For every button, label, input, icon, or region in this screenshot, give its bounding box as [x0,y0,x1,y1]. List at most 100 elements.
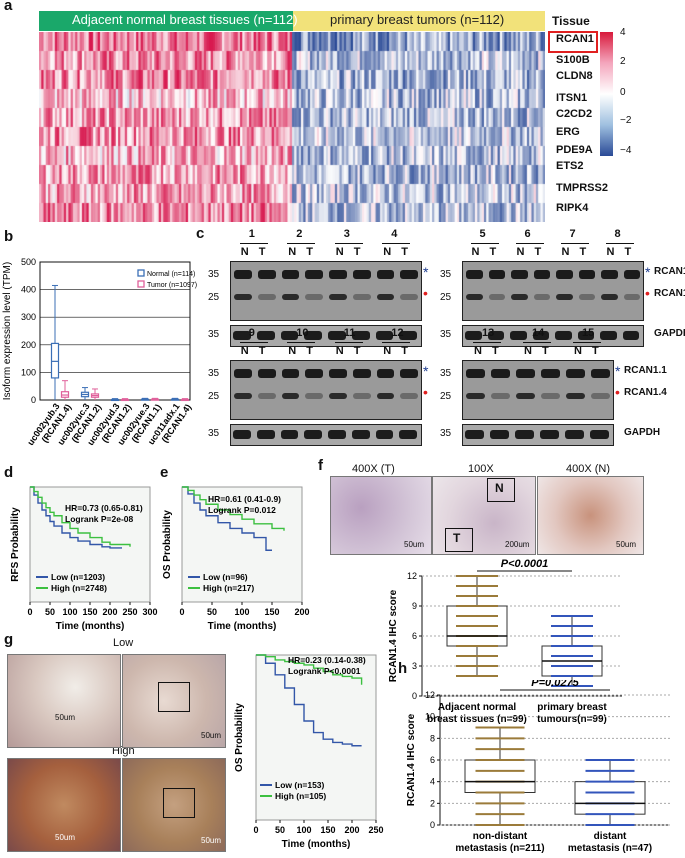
panel-label-e: e [160,464,169,481]
blot-band-rcan14 [511,294,528,300]
blot-label-rcan14: RCAN1.4 [624,387,667,398]
f-category-label-line: tumours(n=99) [537,714,607,725]
blot-band-rcan11 [257,270,276,279]
blot-sample-number: 4 [391,228,398,240]
rcan1-highlight-box [548,31,598,53]
ihc-scale-1: 50um [404,540,425,549]
group-bar-normal [39,11,293,31]
blot-mw-35: 35 [208,368,220,379]
blot-mw-25: 25 [440,391,452,402]
blot-band-gapdh [622,331,639,340]
g-xtick-label: 200 [344,825,359,835]
h-ytick-label: 10 [425,712,435,722]
blot-band-gapdh [328,430,346,439]
ihc-image-400x-tumor [330,476,432,555]
blot-bottom-right-gapdh-blot [462,424,614,446]
blot-sample-underline [605,243,634,244]
blot-lane-t: T [258,246,266,258]
f-pvalue: P<0.0001 [501,558,548,570]
blot-band-rcan11 [578,270,595,279]
blot-mw-25: 25 [208,292,220,303]
e-legend-label: High (n=217) [203,583,254,593]
gene-label-erg: ERG [556,126,580,138]
d-xtick-label: 100 [62,607,77,617]
blot-sample-underline [560,243,589,244]
blot-band-gapdh [280,331,299,340]
blot-band-rcan14 [488,294,505,300]
blot-band-gapdh [515,430,534,439]
colorbar-tick-4: −4 [620,145,632,156]
d-annotation-line: Logrank P=2e-08 [65,514,134,524]
f-ytick-label: 9 [412,601,417,611]
blot-band-rcan11 [400,270,418,279]
b-ytick-label: 300 [21,312,36,322]
blot-lane-t: T [592,345,599,357]
ihc-label-400x-n: 400X (N) [566,463,611,475]
blot-band-rcan14 [491,393,510,399]
blot-mw-35: 35 [208,269,220,280]
g-series-line-1 [256,654,363,685]
blot-top-right-gapdh-blot [462,325,644,347]
e-xtick-label: 200 [294,607,309,617]
blot-band-gapdh [351,331,370,340]
blot-band-rcan11 [234,270,252,279]
blot-band-rcan11 [591,369,610,378]
panel-label-c: c [196,225,205,242]
blot-band-gapdh [280,430,299,439]
blot-band-gapdh [351,430,370,439]
gene-label-ripk4: RIPK4 [556,202,589,214]
g-plot-frame [255,654,377,821]
blot-lane-n: N [240,345,249,357]
b-legend-swatch [137,280,145,288]
panel-label-g: g [4,631,14,648]
f-ylabel: RCAN1.4 IHC score [388,589,399,682]
group-label-normal: Adjacent normal breast tissues (n=112) [72,12,298,27]
blot-bottom-left-main-blot [230,360,422,420]
panel-label-h: h [398,660,408,677]
blot-band-gapdh [304,331,322,340]
d-xtick-label: 300 [142,607,157,617]
blot-band-gapdh [577,331,594,340]
h-ytick-label: 0 [430,820,435,830]
blot-band-rcan11 [305,270,323,279]
blot-band-rcan11 [488,270,505,279]
blot-lane-n: N [471,246,480,258]
blot-label-rcan11: RCAN1.1 [624,365,667,376]
blot-top-right-main-blot [462,261,644,321]
d-series-line-0 [30,486,122,549]
ihc-inset-label-n: N [495,481,504,495]
blot-lane-n: N [606,246,615,258]
blot-band-rcan14 [556,294,573,300]
rfs-km-plot: Low (n=1203)High (n=2748) HR=0.73 (0.65-0… [10,486,158,632]
blot-band-rcan11 [329,270,347,279]
g-xtick-label: 250 [368,825,383,835]
panel-label-d: d [4,464,14,481]
blot-band-rcan14 [329,393,347,399]
e-annotation-line: Logrank P=0.012 [208,505,276,515]
blot-band-gapdh [510,331,527,340]
blot-sample-underline [382,342,411,343]
blot-mw-35-gapdh: 35 [440,428,452,439]
blot-lane-n: N [516,246,525,258]
panel-label-a: a [4,0,13,14]
b-ytick-label: 200 [21,340,36,350]
e-xtick-label: 50 [207,607,217,617]
d-annotation-line: HR=0.73 (0.65-0.81) [65,503,143,513]
panel-label-f: f [318,457,323,474]
g-series-line-0 [256,654,362,747]
ihc-low-scale-2: 50um [201,731,222,740]
blot-dot: • [645,285,650,301]
blot-sample-number: 10 [296,327,309,339]
blot-sample-number: 14 [532,327,545,339]
blot-band-gapdh [256,430,275,439]
blot-bottom-left-gapdh-blot [230,424,422,446]
blot-band-rcan14 [281,393,300,399]
blot-band-rcan11 [601,270,618,279]
blot-label-rcan14: RCAN1.4 [654,288,685,299]
blot-lane-t: T [353,246,361,258]
blot-band-rcan14 [591,393,610,399]
blot-band-rcan14 [466,294,483,300]
blot-band-gapdh [540,430,559,439]
blot-star: * [615,363,621,379]
d-legend-label: Low (n=1203) [51,572,105,582]
